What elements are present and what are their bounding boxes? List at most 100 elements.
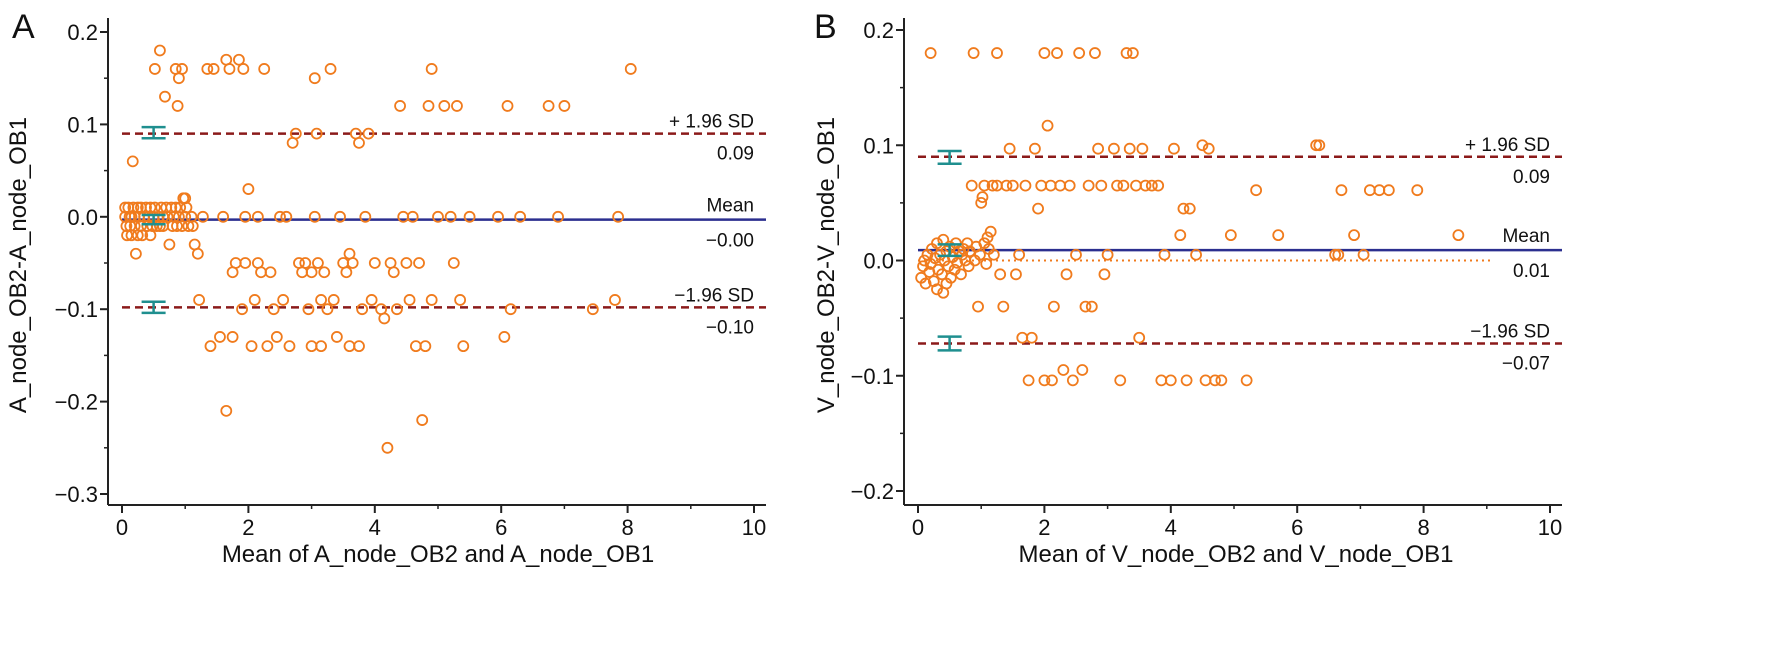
data-point bbox=[1095, 179, 1108, 192]
data-point bbox=[280, 210, 293, 223]
data-point bbox=[1019, 179, 1032, 192]
data-point bbox=[302, 303, 315, 316]
data-point bbox=[609, 294, 621, 306]
mean-value: −0.00 bbox=[706, 231, 754, 252]
data-point bbox=[1054, 179, 1067, 192]
panel-b-chart: B −0.2 −0.1 0.0 0.1 0.2 0 2 4 6 8 10 Mean of V_node_… bbox=[813, 8, 1562, 568]
panel-a-chart: A −0.3 −0.2 −0.1 0.0 0.1 0.2 0 2 4 6 8 10 Mean of A_n… bbox=[5, 8, 766, 568]
data-point bbox=[447, 257, 460, 269]
data-point bbox=[987, 248, 1000, 261]
data-point bbox=[148, 63, 161, 75]
data-point bbox=[258, 63, 271, 75]
data-point bbox=[1168, 142, 1180, 155]
data-point bbox=[359, 210, 372, 223]
data-point bbox=[255, 266, 267, 279]
y-tick-label: −0.2 bbox=[55, 390, 98, 415]
data-point bbox=[1046, 374, 1058, 387]
data-point bbox=[171, 100, 184, 112]
data-point bbox=[403, 294, 416, 306]
y-tick-label: −0.1 bbox=[851, 364, 894, 389]
data-point bbox=[1133, 331, 1146, 344]
y-axis-title: V_node_OB2-V_node_OB1 bbox=[813, 117, 840, 413]
y-tick-label: −0.3 bbox=[55, 482, 98, 507]
data-point bbox=[1111, 179, 1123, 192]
x-tick-label: 8 bbox=[621, 515, 633, 540]
upper-limit-value: 0.09 bbox=[717, 144, 754, 165]
data-point bbox=[1047, 300, 1060, 313]
data-point bbox=[1006, 179, 1019, 192]
data-point bbox=[419, 340, 432, 353]
data-point bbox=[1164, 374, 1177, 387]
y-tick-label: 0.0 bbox=[863, 249, 894, 274]
data-point bbox=[264, 266, 277, 279]
y-tick-label: 0.0 bbox=[67, 205, 98, 230]
data-point bbox=[193, 294, 206, 306]
data-point bbox=[1000, 179, 1013, 192]
x-tick-label: 10 bbox=[1538, 515, 1562, 540]
data-point bbox=[251, 210, 264, 223]
data-point bbox=[1272, 229, 1285, 242]
data-point bbox=[226, 331, 239, 343]
data-point bbox=[917, 260, 929, 273]
data-point bbox=[1066, 374, 1079, 387]
data-point bbox=[1313, 139, 1326, 152]
y-tick-label: 0.1 bbox=[67, 112, 98, 137]
data-point bbox=[330, 331, 343, 343]
data-point bbox=[277, 294, 290, 306]
data-point bbox=[1250, 184, 1263, 197]
data-point bbox=[391, 303, 403, 316]
x-tick-label: 8 bbox=[1417, 515, 1429, 540]
x-tick-label: 0 bbox=[912, 515, 924, 540]
data-point bbox=[514, 210, 527, 223]
data-point bbox=[951, 256, 964, 269]
data-point bbox=[394, 100, 406, 112]
data-point bbox=[321, 303, 334, 316]
data-point bbox=[274, 210, 286, 223]
data-point bbox=[1411, 184, 1424, 197]
data-point bbox=[207, 63, 220, 75]
data-point bbox=[451, 100, 463, 112]
data-point bbox=[991, 47, 1003, 59]
y-tick-label: 0.2 bbox=[67, 20, 98, 45]
data-point bbox=[136, 229, 149, 242]
data-point bbox=[248, 294, 261, 306]
y-tick-label: −0.1 bbox=[55, 297, 98, 322]
data-point bbox=[558, 100, 571, 112]
data-point bbox=[299, 257, 312, 269]
data-point bbox=[1120, 47, 1133, 59]
data-point bbox=[432, 210, 444, 223]
data-point bbox=[1117, 179, 1130, 192]
data-point bbox=[126, 155, 139, 168]
data-point bbox=[409, 340, 422, 353]
data-point bbox=[308, 72, 321, 85]
data-point bbox=[1082, 179, 1095, 192]
data-point bbox=[1382, 184, 1395, 197]
data-point bbox=[986, 179, 999, 192]
data-point bbox=[406, 210, 419, 223]
data-point bbox=[186, 220, 199, 232]
data-point bbox=[1041, 119, 1054, 132]
data-point bbox=[1126, 47, 1139, 59]
data-point bbox=[233, 53, 245, 66]
y-tick-label: 0.1 bbox=[863, 133, 894, 158]
data-point bbox=[378, 312, 391, 325]
data-point bbox=[972, 300, 984, 313]
data-point bbox=[242, 183, 255, 195]
data-point bbox=[931, 283, 943, 296]
data-point bbox=[334, 210, 346, 223]
data-point bbox=[1139, 179, 1152, 192]
data-point bbox=[1335, 184, 1348, 197]
data-point bbox=[1057, 364, 1070, 376]
data-point bbox=[163, 238, 176, 251]
data-point bbox=[1114, 374, 1127, 387]
data-point bbox=[955, 268, 967, 281]
x-tick-label: 6 bbox=[1291, 515, 1303, 540]
data-point bbox=[362, 127, 375, 140]
data-point bbox=[492, 210, 504, 223]
data-point bbox=[220, 404, 233, 417]
data-point bbox=[1130, 179, 1142, 192]
data-point bbox=[1215, 374, 1228, 387]
data-point bbox=[315, 340, 327, 353]
data-point bbox=[994, 268, 1007, 281]
data-point bbox=[340, 266, 353, 279]
